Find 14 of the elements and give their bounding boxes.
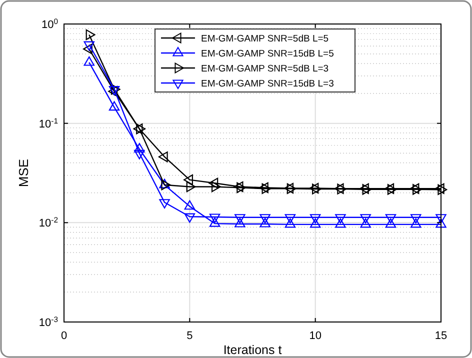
y-tick-label: 10$^{-1}$ [38,116,58,130]
x-tick-label: 5 [186,330,193,342]
y-tick-label: 10$^{-3}$ [38,314,58,329]
legend-label: EM-GM-GAMP SNR=5dB L=5 [201,34,329,44]
y-tick-label: 10$^{-2}$ [38,215,58,230]
legend-label: EM-GM-GAMP SNR=15dB L=5 [201,48,334,60]
x-axis-title: Iterations t [223,343,282,357]
x-tick-label: 10 [309,330,322,342]
legend-label: EM-GM-GAMP SNR=5dB L=3 [201,64,329,74]
x-tick-label: 0 [60,330,68,342]
legend-label: EM-GM-GAMP SNR=15dB L=3 [201,78,334,90]
y-axis-title: MSE [16,158,31,188]
y-tick-label: 10$^{0}$ [41,16,58,31]
x-tick-label: 15 [434,330,448,342]
